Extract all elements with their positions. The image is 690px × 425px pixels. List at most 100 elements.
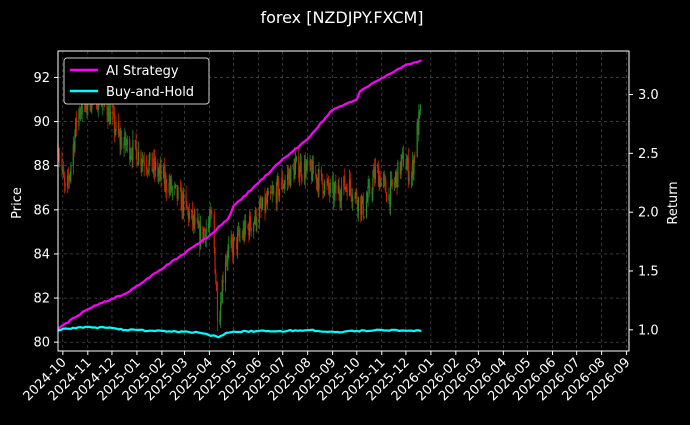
candle-up — [294, 166, 296, 180]
candle-down — [182, 194, 184, 213]
candle-down — [112, 113, 115, 115]
candle-down — [211, 213, 213, 215]
candle-down — [216, 290, 219, 322]
candle-up — [332, 182, 334, 184]
candle-up — [334, 183, 336, 189]
candle-up — [86, 106, 88, 110]
candle-up — [183, 193, 185, 213]
y2-tick-label: 2.5 — [638, 147, 659, 162]
legend-box — [63, 57, 210, 105]
candle-up — [170, 178, 172, 189]
candle-down — [243, 228, 245, 239]
candle-up — [72, 144, 74, 166]
candle-up — [352, 198, 354, 202]
candle-up — [175, 184, 177, 186]
candle-down — [310, 160, 312, 169]
price-candles — [57, 77, 422, 332]
candle-up — [267, 190, 269, 196]
y2-tick-label: 1.5 — [638, 265, 659, 280]
candle-up — [261, 197, 264, 209]
candle-down — [248, 225, 250, 236]
candle-up — [162, 167, 165, 178]
candle-down — [129, 139, 131, 160]
candle-up — [419, 105, 422, 111]
candle-up — [75, 118, 77, 134]
candle-up — [383, 177, 385, 179]
candle-down — [204, 230, 206, 240]
candle-down — [373, 169, 376, 180]
candle-down — [389, 194, 391, 207]
candle-up — [406, 157, 409, 165]
series-line-buy-and-hold — [57, 325, 422, 339]
candle-down — [180, 189, 182, 211]
price-axis: 80 82 84 86 88 90 92 — [33, 71, 58, 351]
candle-up — [272, 191, 274, 193]
plot-frame — [57, 50, 630, 352]
candle-down — [146, 169, 148, 172]
candle-up — [230, 238, 232, 246]
candle-down — [215, 273, 217, 283]
y-tick-label: 90 — [33, 115, 50, 130]
candle-down — [196, 217, 198, 222]
candle-up — [327, 180, 329, 183]
legend-label-ai-strategy: AI Strategy — [106, 64, 179, 79]
candle-down — [210, 210, 212, 214]
candle-up — [305, 167, 307, 178]
candle-up — [205, 228, 207, 240]
candle-up — [249, 216, 251, 236]
candle-up — [147, 171, 149, 172]
candle-down — [75, 118, 78, 127]
candle-up — [118, 133, 120, 135]
candle-up — [354, 193, 356, 199]
candle-up — [254, 209, 256, 222]
candle-down — [59, 156, 61, 159]
candle-up — [411, 162, 413, 177]
candle-up — [258, 207, 260, 224]
candle-down — [250, 227, 252, 232]
candle-down — [399, 162, 401, 175]
candle-down — [321, 173, 323, 184]
candle-up — [191, 210, 193, 213]
candle-down — [108, 107, 111, 124]
candle-up — [294, 160, 297, 167]
candle-up — [265, 199, 267, 211]
candle-up — [253, 221, 256, 224]
candle-up — [192, 215, 194, 224]
candle-up — [367, 186, 369, 199]
candle-down — [58, 155, 60, 157]
candle-down — [113, 113, 115, 133]
candle-down — [125, 132, 127, 146]
candle-down — [226, 260, 228, 262]
candle-up — [148, 160, 150, 172]
candle-down — [282, 177, 284, 189]
y-tick-label: 80 — [33, 336, 50, 351]
candle-down — [360, 196, 362, 215]
candle-up — [130, 155, 132, 157]
candle-down — [289, 172, 291, 186]
candle-up — [374, 167, 376, 180]
candle-down — [187, 209, 190, 220]
y-tick-label: 82 — [33, 292, 50, 307]
candle-down — [140, 152, 142, 166]
candle-up — [361, 196, 364, 202]
candle-up — [126, 139, 128, 145]
candle-up — [70, 165, 72, 174]
candle-down — [315, 174, 318, 184]
candle-up — [323, 181, 326, 194]
candle-down — [320, 169, 322, 174]
candle-up — [203, 229, 205, 240]
candle-down — [349, 178, 351, 189]
candle-up — [365, 201, 368, 218]
candle-up — [129, 155, 132, 160]
candle-up — [348, 178, 351, 196]
candle-down — [245, 220, 247, 228]
candle-up — [198, 223, 200, 228]
candle-up — [149, 152, 151, 161]
candle-up — [181, 194, 183, 211]
candle-up — [79, 112, 82, 115]
candle-up — [344, 187, 347, 189]
candle-up — [239, 236, 241, 238]
candle-up — [419, 110, 421, 113]
candle-down — [191, 210, 194, 224]
